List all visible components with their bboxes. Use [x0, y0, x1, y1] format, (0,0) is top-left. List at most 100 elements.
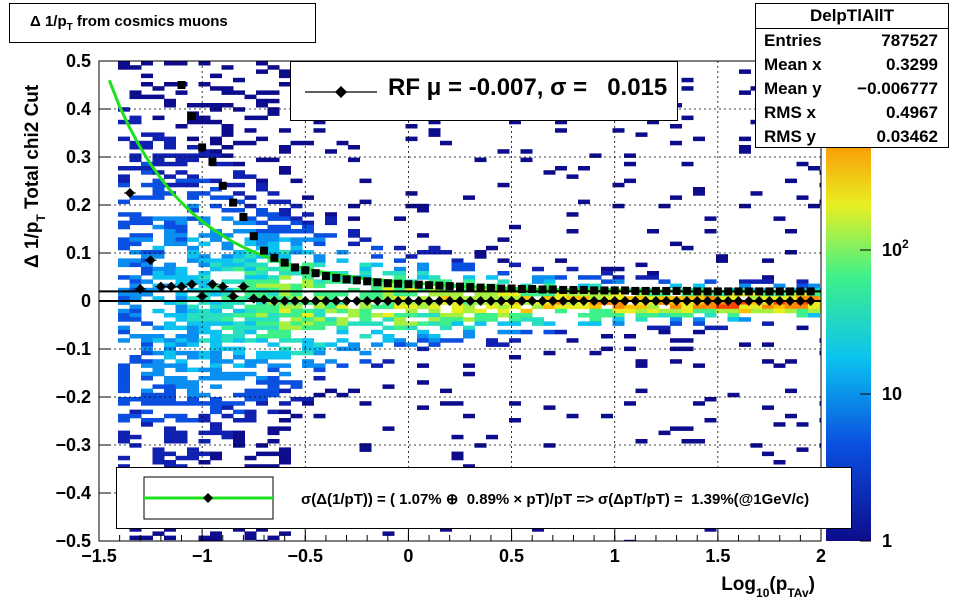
heatmap-cell [279, 149, 291, 154]
heatmap-cell [233, 296, 245, 301]
heatmap-cell [359, 266, 372, 272]
stats-label: Mean y [764, 79, 822, 98]
heatmap-cell [578, 292, 590, 297]
heatmap-cell [233, 401, 245, 406]
rf-point [516, 296, 527, 306]
heatmap-cell [164, 342, 176, 347]
heatmap-cell [118, 199, 130, 205]
heatmap-cell [198, 61, 211, 66]
heatmap-cell [256, 325, 268, 331]
heatmap-cell [221, 145, 234, 150]
heatmap-cell [727, 392, 740, 398]
heatmap-cell [785, 413, 797, 419]
heatmap-cell [497, 308, 510, 314]
heatmap-cell [267, 229, 280, 234]
heatmap-cell [129, 287, 142, 293]
heatmap-cell [716, 325, 728, 331]
heatmap-cell [693, 401, 705, 406]
heatmap-cell [704, 304, 717, 310]
heatmap-cell [164, 401, 176, 406]
heatmap-cell [555, 119, 567, 125]
heatmap-cell [152, 384, 165, 389]
heatmap-cell [152, 363, 165, 368]
heatmap-cell [244, 287, 257, 293]
y-tick-label: 0 [81, 291, 91, 311]
heatmap-cell [141, 94, 153, 100]
heatmap-cell [440, 279, 452, 284]
heatmap-cell [267, 241, 280, 247]
heatmap-cell [405, 304, 418, 310]
rf-point [444, 296, 455, 306]
heatmap-cell [509, 292, 521, 297]
heatmap-cell [796, 304, 809, 310]
heatmap-cell [244, 359, 257, 364]
heatmap-cell [279, 329, 291, 335]
heatmap-cell [175, 241, 188, 247]
heatmap-cell [256, 401, 268, 406]
heatmap-cell [290, 350, 303, 356]
heatmap-cell [267, 275, 280, 280]
heatmap-cell [221, 321, 234, 326]
heatmap-cell [532, 266, 544, 272]
rf-point [341, 296, 352, 306]
heatmap-cell [256, 136, 268, 142]
stats-value: 787527 [881, 31, 938, 50]
heatmap-cell [474, 313, 487, 318]
heatmap-cell [739, 90, 751, 95]
heatmap-cell [486, 245, 498, 251]
heatmap-cell [348, 313, 360, 318]
heatmap-cell [601, 313, 613, 318]
sigma-point [631, 286, 640, 295]
heatmap-cell [509, 418, 521, 423]
heatmap-cell [336, 329, 349, 335]
heatmap-cell [394, 304, 406, 310]
heatmap-cell [624, 296, 636, 301]
heatmap-cell [302, 313, 314, 318]
heatmap-cell [359, 447, 372, 452]
heatmap-cell [279, 401, 291, 406]
heatmap-cell [210, 342, 222, 347]
heatmap-cell [244, 397, 257, 402]
heatmap-cell [221, 376, 234, 381]
heatmap-cell [382, 313, 395, 318]
rf-point [382, 296, 393, 306]
heatmap-cell [256, 338, 268, 343]
heatmap-cell [589, 317, 602, 322]
heatmap-cell [187, 245, 199, 251]
rf-point [259, 294, 270, 305]
heatmap-cell [141, 161, 153, 167]
heatmap-cell [658, 203, 671, 209]
sigma-point [208, 157, 217, 166]
heatmap-cell [693, 317, 705, 322]
heatmap-cell [152, 266, 165, 272]
heatmap-cell [359, 443, 372, 448]
heatmap-cell [152, 271, 165, 276]
heatmap-cell [589, 350, 602, 356]
heatmap-cell [739, 69, 751, 74]
heatmap-cell [210, 376, 222, 381]
heatmap-cell [440, 292, 452, 297]
heatmap-cell [152, 245, 165, 251]
heatmap-cell [198, 413, 211, 419]
heatmap-cell [808, 283, 820, 289]
heatmap-cell [693, 187, 705, 192]
heatmap-cell [279, 216, 291, 221]
heatmap-cell [670, 283, 682, 289]
heatmap-cell [210, 334, 222, 339]
heatmap-cell [233, 371, 245, 377]
heatmap-cell [244, 216, 257, 221]
heatmap-cell [681, 245, 694, 251]
heatmap-cell [509, 224, 521, 230]
heatmap-cell [486, 338, 498, 343]
heatmap-cell [118, 262, 130, 268]
heatmap-cell [279, 308, 291, 314]
sigma-point [321, 272, 330, 281]
heatmap-cell [175, 334, 188, 339]
sigma-point [218, 181, 227, 190]
heatmap-cell [279, 266, 291, 272]
heatmap-cell [129, 304, 142, 310]
heatmap-cell [244, 279, 257, 284]
heatmap-cell [244, 464, 257, 469]
heatmap-cell [336, 140, 349, 146]
heatmap-cell [394, 271, 406, 276]
